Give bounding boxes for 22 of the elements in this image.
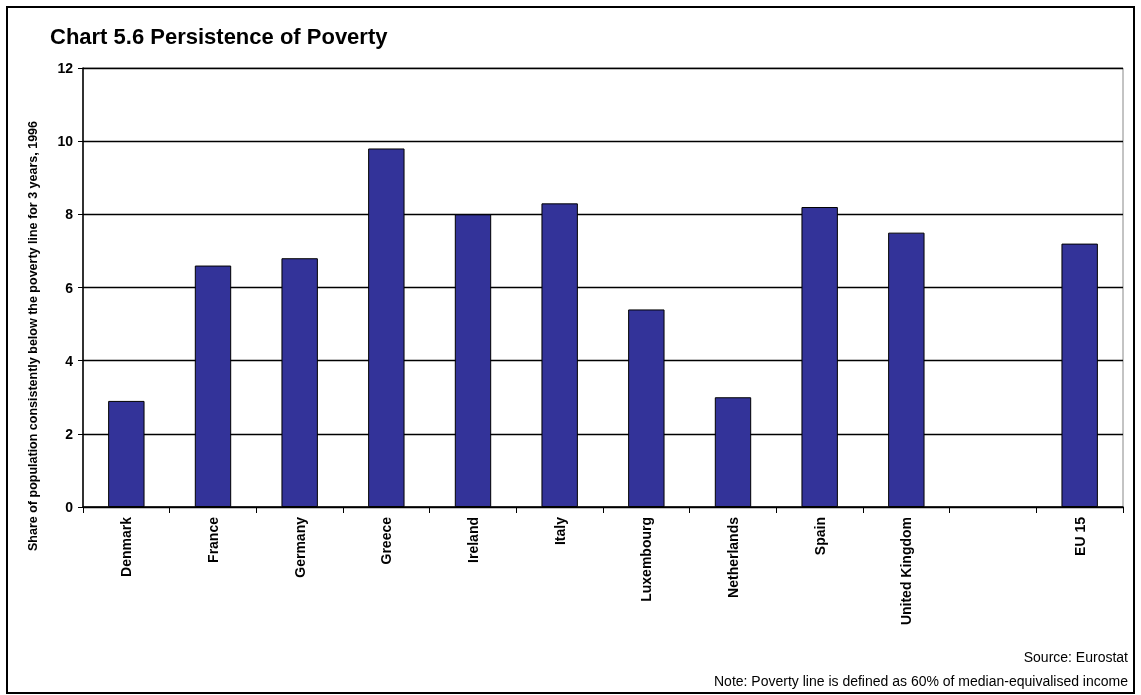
x-tick-label: Italy: [551, 516, 568, 546]
y-axis-title: Share of population consistently below the poverty line for 3 years, 1996: [26, 120, 40, 551]
chart-title: Chart 5.6 Persistence of Poverty: [50, 23, 389, 49]
x-tick-label: EU 15: [1071, 516, 1088, 556]
x-tick-label: Germany: [291, 516, 308, 578]
y-tick-label: 4: [65, 352, 74, 369]
y-tick-label: 0: [65, 499, 74, 515]
x-tick-label: Netherlands: [725, 516, 741, 598]
y-tick-label: 10: [57, 133, 74, 150]
x-tick-label: France: [205, 516, 221, 563]
x-tick-label: United Kingdom: [898, 517, 915, 626]
y-tick-label: 2: [65, 425, 74, 442]
x-tick-label: Denmark: [118, 516, 135, 577]
text: Note: Poverty line is defined as 60% of median-equivalised income: [714, 673, 1129, 689]
x-tick-label: Spain: [811, 517, 828, 556]
y-tick-label: 8: [65, 206, 74, 223]
y-tick-label: 12: [57, 60, 74, 76]
x-tick-label: Greece: [378, 516, 395, 565]
x-tick-label: Luxembourg: [638, 517, 655, 602]
y-tick-label: 6: [65, 279, 74, 296]
x-tick-label: Ireland: [465, 517, 481, 563]
source-note: Source: Eurostat: [1023, 649, 1129, 665]
